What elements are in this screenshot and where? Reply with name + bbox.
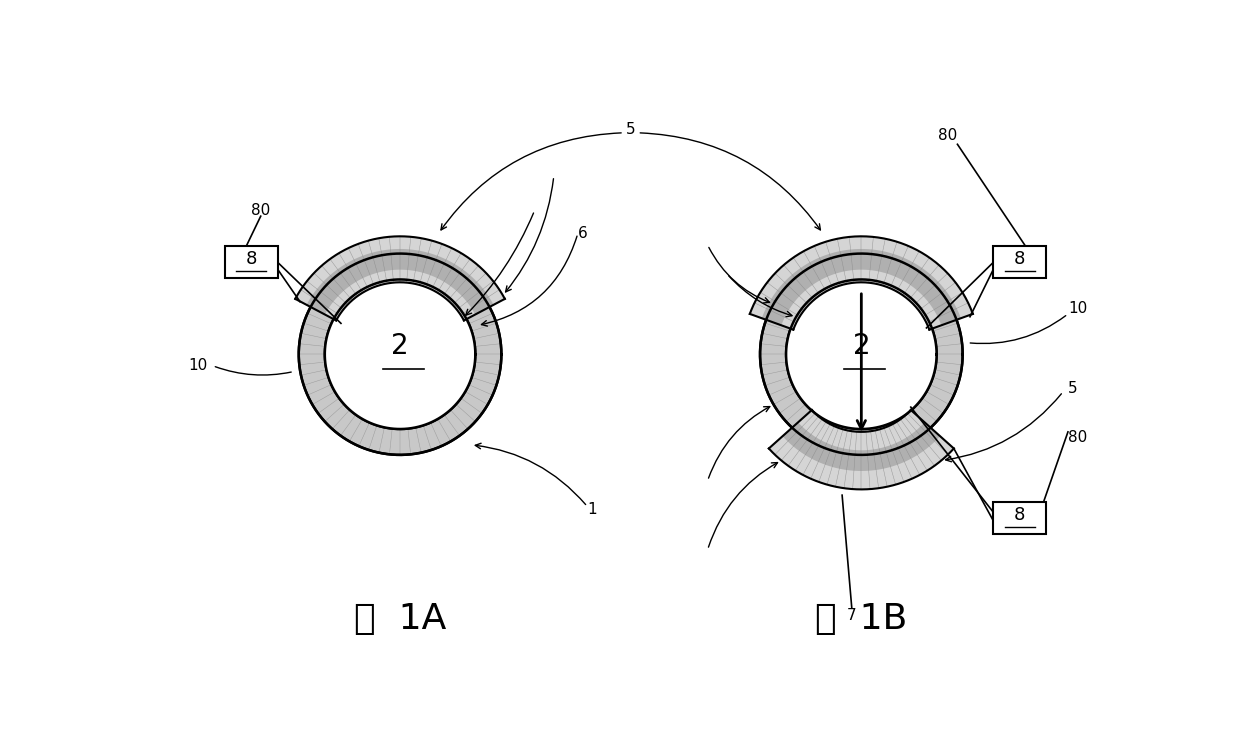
Text: 2: 2 <box>853 332 870 359</box>
Text: 80: 80 <box>939 128 957 143</box>
Polygon shape <box>295 236 505 320</box>
Text: 2: 2 <box>392 332 409 359</box>
Bar <box>224 247 278 278</box>
Polygon shape <box>306 249 494 314</box>
Polygon shape <box>769 410 954 489</box>
Polygon shape <box>750 236 973 329</box>
Text: 1: 1 <box>588 502 598 517</box>
Ellipse shape <box>325 279 475 429</box>
Text: 10: 10 <box>1068 301 1087 316</box>
Polygon shape <box>761 249 961 325</box>
Polygon shape <box>760 253 962 455</box>
Text: 7: 7 <box>847 609 857 624</box>
Text: 80: 80 <box>1068 430 1087 445</box>
Text: 8: 8 <box>246 250 257 268</box>
Text: 6: 6 <box>578 226 588 241</box>
Text: 图  1A: 图 1A <box>353 602 446 636</box>
Bar <box>993 247 1047 278</box>
Text: 10: 10 <box>188 359 208 374</box>
Bar <box>993 502 1047 534</box>
Text: 图  1B: 图 1B <box>815 602 908 636</box>
Polygon shape <box>782 422 940 471</box>
Text: 5: 5 <box>626 123 636 137</box>
Text: 5: 5 <box>1068 381 1078 396</box>
Polygon shape <box>299 253 501 455</box>
Text: 80: 80 <box>250 203 270 218</box>
Text: 8: 8 <box>1014 506 1025 524</box>
Text: 8: 8 <box>1014 250 1025 268</box>
Ellipse shape <box>786 279 936 429</box>
